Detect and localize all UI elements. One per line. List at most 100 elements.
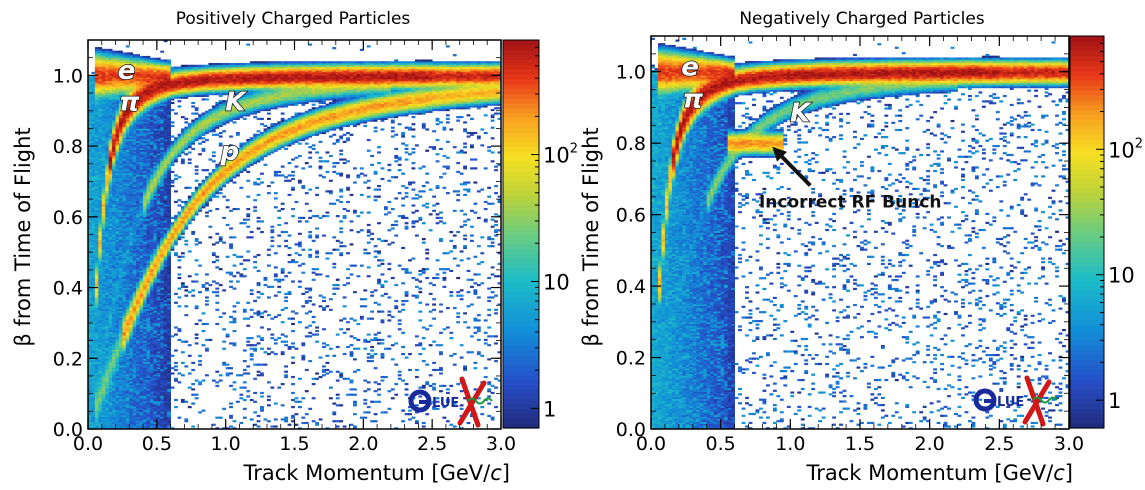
heatmap-cell (112, 324, 116, 327)
heatmap-cell (101, 183, 106, 186)
heatmap-cell (112, 230, 116, 234)
heatmap-cell (101, 188, 106, 191)
heatmap-cell (91, 96, 96, 99)
heatmap-cell (94, 264, 99, 267)
heatmap-cell (91, 176, 96, 179)
heatmap-cell (101, 93, 106, 96)
heatmap-cell (88, 100, 92, 103)
heatmap-cell (108, 333, 113, 336)
heatmap-cell (105, 301, 110, 304)
heatmap-cell (112, 333, 116, 336)
heatmap-cell (98, 326, 103, 329)
heatmap-cell (94, 337, 99, 340)
heatmap-cell (108, 255, 113, 258)
heatmap-cell (101, 186, 106, 189)
heatmap-cell (88, 112, 92, 115)
heatmap-cell (112, 406, 116, 409)
heatmap-cell (94, 414, 99, 418)
heatmap-cell (108, 234, 113, 237)
heatmap-cell (112, 287, 116, 290)
heatmap-cell (108, 273, 113, 276)
heatmap-cell (94, 66, 99, 69)
heatmap-cell (101, 351, 106, 354)
heatmap-cell (105, 414, 110, 418)
heatmap-cell (105, 372, 110, 375)
heatmap-cell (105, 398, 110, 402)
heatmap-cell (108, 326, 113, 329)
heatmap-cell (91, 126, 96, 129)
heatmap-cell (94, 360, 99, 363)
heatmap-cell (88, 264, 92, 267)
heatmap-cell (101, 245, 106, 248)
heatmap-cell (112, 358, 116, 361)
heatmap-cell (94, 124, 99, 128)
heatmap-cell (98, 298, 103, 301)
heatmap-cell (91, 284, 96, 287)
heatmap-cell (101, 227, 106, 230)
heatmap-cell (105, 160, 110, 163)
heatmap-cell (112, 354, 116, 357)
heatmap-cell (108, 404, 113, 407)
heatmap-cell (105, 218, 110, 221)
heatmap-cell (94, 158, 99, 161)
heatmap-cell (108, 93, 113, 96)
heatmap-cell (88, 379, 92, 382)
heatmap-cell (88, 289, 92, 292)
heatmap-cell (108, 197, 113, 200)
heatmap-cell (94, 342, 99, 345)
heatmap-cell (88, 307, 92, 310)
heatmap-cell (105, 184, 110, 188)
heatmap-cell (112, 388, 116, 391)
chart-title: Positively Charged Particles (176, 9, 411, 29)
heatmap-cell (105, 299, 110, 303)
heatmap-cell (88, 192, 92, 195)
heatmap-cell (112, 190, 116, 193)
heatmap-cell (108, 284, 113, 287)
heatmap-cell (101, 275, 106, 278)
heatmap-cell (88, 275, 92, 278)
heatmap-cell (101, 200, 106, 204)
heatmap-cell (108, 402, 113, 405)
heatmap-cell (101, 299, 106, 303)
heatmap-cell (112, 278, 116, 281)
heatmap-cell (112, 368, 116, 372)
heatmap-cell (94, 89, 99, 92)
heatmap-cell (98, 229, 103, 232)
heatmap-cell (105, 225, 110, 228)
heatmap-cell (94, 368, 99, 372)
heatmap-cell (98, 356, 103, 359)
heatmap-cell (94, 131, 99, 135)
heatmap-cell (94, 423, 99, 426)
heatmap-cell (91, 101, 96, 105)
heatmap-cell (94, 98, 99, 101)
heatmap-cell (108, 154, 113, 158)
heatmap-cell (112, 117, 116, 120)
heatmap-cell (98, 52, 103, 55)
heatmap-cell (88, 374, 92, 377)
heatmap-cell (91, 411, 96, 414)
heatmap-cell (101, 409, 106, 412)
heatmap-cell (108, 331, 113, 334)
heatmap-cell (108, 296, 113, 299)
heatmap-cell (108, 238, 113, 241)
heatmap-cell (112, 184, 116, 188)
heatmap-cell (108, 375, 113, 379)
heatmap-cell (94, 151, 99, 154)
heatmap-cell (101, 360, 106, 363)
heatmap-cell (94, 315, 99, 319)
heatmap-cell (94, 402, 99, 405)
heatmap-cell (94, 285, 99, 288)
heatmap-cell (94, 269, 99, 273)
heatmap-cell (88, 312, 92, 315)
heatmap-cell (101, 414, 106, 418)
heatmap-cell (101, 147, 106, 151)
heatmap-cell (98, 347, 103, 350)
heatmap-cell (101, 246, 106, 250)
heatmap-cell (108, 94, 113, 97)
heatmap-cell (112, 204, 116, 207)
heatmap-cell (91, 292, 96, 296)
heatmap-cell (88, 259, 92, 262)
heatmap-cell (112, 108, 116, 112)
heatmap-cell (108, 82, 113, 85)
heatmap-cell (94, 195, 99, 198)
